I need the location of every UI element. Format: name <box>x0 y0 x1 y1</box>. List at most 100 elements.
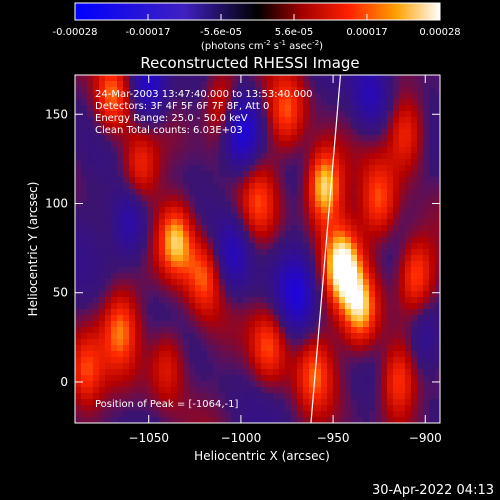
heatmap-cell <box>435 411 440 418</box>
heatmap-cell <box>267 105 274 112</box>
heatmap-cell <box>351 231 358 238</box>
heatmap-cell <box>105 171 112 178</box>
heatmap-cell <box>129 273 136 280</box>
heatmap-cell <box>243 177 250 184</box>
heatmap-cell <box>261 129 268 136</box>
heatmap-cell <box>195 207 202 214</box>
heatmap-cell <box>243 123 250 130</box>
heatmap-cell <box>177 201 184 208</box>
heatmap-cell <box>423 141 430 148</box>
heatmap-cell <box>273 351 280 358</box>
heatmap-cell <box>195 345 202 352</box>
heatmap-cell <box>321 213 328 220</box>
heatmap-cell <box>399 405 406 412</box>
heatmap-cell <box>333 297 340 304</box>
heatmap-cell <box>381 129 388 136</box>
heatmap-cell <box>111 249 118 256</box>
heatmap-cell <box>189 99 196 106</box>
heatmap-cell <box>87 375 94 382</box>
heatmap-cell <box>231 393 238 400</box>
heatmap-cell <box>363 339 370 346</box>
heatmap-cell <box>75 285 82 292</box>
heatmap-cell <box>177 213 184 220</box>
heatmap-cell <box>201 159 208 166</box>
heatmap-cell <box>81 333 88 340</box>
heatmap-cell <box>129 357 136 364</box>
heatmap-cell <box>387 261 394 268</box>
heatmap-cell <box>369 261 376 268</box>
heatmap-cell <box>435 237 440 244</box>
heatmap-cell <box>321 339 328 346</box>
heatmap-cell <box>345 195 352 202</box>
heatmap-cell <box>351 297 358 304</box>
heatmap-cell <box>435 135 440 142</box>
heatmap-cell <box>111 75 118 82</box>
heatmap-cell <box>273 195 280 202</box>
heatmap-cell <box>225 147 232 154</box>
heatmap-cell <box>129 267 136 274</box>
heatmap-cell <box>159 381 166 388</box>
heatmap-cell <box>207 219 214 226</box>
heatmap-cell <box>105 261 112 268</box>
heatmap-cell <box>309 123 316 130</box>
heatmap-cell <box>399 117 406 124</box>
heatmap-cell <box>351 147 358 154</box>
heatmap-cell <box>135 225 142 232</box>
heatmap-cell <box>117 171 124 178</box>
heatmap-cell <box>255 345 262 352</box>
heatmap-cell <box>321 159 328 166</box>
heatmap-cell <box>147 273 154 280</box>
heatmap-cell <box>93 417 100 423</box>
heatmap-cell <box>249 327 256 334</box>
heatmap-cell <box>135 129 142 136</box>
heatmap-cell <box>261 219 268 226</box>
heatmap-cell <box>243 411 250 418</box>
heatmap-cell <box>231 303 238 310</box>
heatmap-cell <box>189 153 196 160</box>
heatmap-cell <box>369 357 376 364</box>
heatmap-cell <box>375 129 382 136</box>
heatmap-cell <box>93 351 100 358</box>
heatmap-cell <box>183 117 190 124</box>
heatmap-cell <box>117 111 124 118</box>
heatmap-cell <box>435 189 440 196</box>
heatmap-cell <box>369 81 376 88</box>
heatmap-cell <box>213 411 220 418</box>
heatmap-cell <box>321 117 328 124</box>
heatmap-cell <box>249 411 256 418</box>
heatmap-cell <box>303 159 310 166</box>
heatmap-cell <box>207 105 214 112</box>
heatmap-cell <box>399 195 406 202</box>
heatmap-cell <box>303 135 310 142</box>
heatmap-cell <box>285 189 292 196</box>
heatmap-cell <box>291 315 298 322</box>
heatmap-cell <box>117 243 124 250</box>
heatmap-cell <box>87 357 94 364</box>
heatmap-cell <box>297 321 304 328</box>
heatmap-cell <box>189 309 196 316</box>
heatmap-cell <box>111 147 118 154</box>
heatmap-cell <box>189 327 196 334</box>
heatmap-cell <box>333 357 340 364</box>
heatmap-cell <box>309 249 316 256</box>
heatmap-cell <box>189 249 196 256</box>
heatmap-cell <box>381 177 388 184</box>
heatmap-cell <box>153 153 160 160</box>
heatmap-cell <box>213 177 220 184</box>
heatmap-cell <box>165 417 172 423</box>
heatmap-cell <box>207 255 214 262</box>
heatmap-cell <box>213 315 220 322</box>
heatmap-cell <box>285 405 292 412</box>
heatmap-cell <box>153 273 160 280</box>
heatmap-cell <box>99 333 106 340</box>
heatmap-cell <box>165 219 172 226</box>
heatmap-cell <box>195 267 202 274</box>
heatmap-cell <box>231 255 238 262</box>
heatmap-cell <box>345 369 352 376</box>
heatmap-cell <box>243 387 250 394</box>
heatmap-cell <box>237 141 244 148</box>
heatmap-cell <box>429 105 436 112</box>
heatmap-cell <box>177 255 184 262</box>
heatmap-cell <box>195 249 202 256</box>
heatmap-cell <box>87 171 94 178</box>
